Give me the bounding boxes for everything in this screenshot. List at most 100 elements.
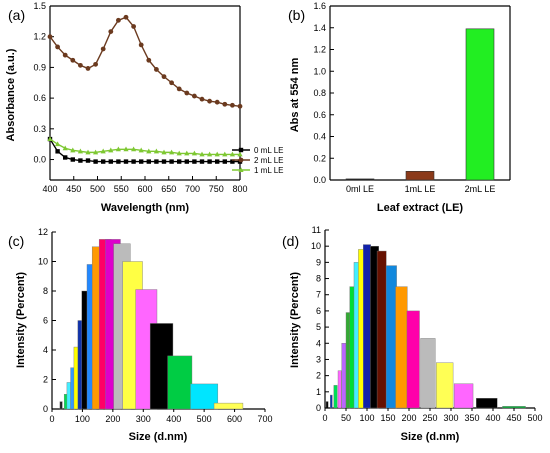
panel-a-point <box>169 159 174 164</box>
panel-a-xtick-label: 750 <box>209 184 224 194</box>
panel-a-xtick-label: 550 <box>114 184 129 194</box>
panel-a-label: (a) <box>8 7 25 23</box>
panel-a-point <box>184 150 190 156</box>
panel-a-point <box>116 159 121 164</box>
panel-a-ytick-label: 1.2 <box>33 32 46 42</box>
panel-a-point <box>229 151 235 157</box>
panel-b-label: (b) <box>288 7 305 23</box>
panel-a-point <box>146 159 151 164</box>
panel-a-xtick-label: 600 <box>137 184 152 194</box>
panel-a-point <box>63 155 68 160</box>
panel-d-bar <box>420 338 436 409</box>
panel-d-xtick-label: 350 <box>464 413 479 423</box>
panel-a-ytick-label: 0.9 <box>33 62 46 72</box>
panel-d-xtick-label: 400 <box>485 413 500 423</box>
panel-a-point <box>214 99 220 105</box>
panel-a-point <box>70 147 76 153</box>
panel-a-point <box>207 159 212 164</box>
panel-d-ytick-label: 0 <box>316 403 321 413</box>
panel-c-xtick-label: 500 <box>197 414 212 424</box>
panel-c-ytick-label: 0 <box>43 404 48 414</box>
panel-a-xtick-label: 450 <box>66 184 81 194</box>
panel-a-xtick-label: 400 <box>42 184 57 194</box>
panel-c-bar <box>59 401 63 410</box>
panel-a-xlabel: Wavelength (nm) <box>101 202 190 214</box>
panel-b-ytick-label: 1.6 <box>313 1 326 11</box>
panel-a-point <box>176 86 182 92</box>
panel-d-bar <box>330 394 333 409</box>
panel-b-ytick-label: 0.4 <box>313 132 326 142</box>
panel-c-xtick-label: 600 <box>227 414 242 424</box>
panel-d-ytick-label: 2 <box>316 371 321 381</box>
panel-a-point <box>237 103 243 109</box>
panel-a-point <box>230 159 235 164</box>
panel-d-ytick-label: 5 <box>316 322 321 332</box>
panel-c-bar <box>66 382 71 410</box>
panel-a-point <box>192 93 197 99</box>
panel-d-ytick-label: 8 <box>316 274 321 284</box>
panel-c-ytick-label: 8 <box>43 286 48 296</box>
panel-a-ytick-label: 1.5 <box>33 1 46 11</box>
panel-b-ytick-label: 0.2 <box>313 153 326 163</box>
panel-d-bar <box>325 401 329 409</box>
panel-a-point <box>108 159 113 164</box>
panel-a-point <box>55 149 60 154</box>
panel-a-point <box>101 159 106 164</box>
panel-b-ylabel: Abs at 554 nm <box>289 57 301 132</box>
panel-a-point <box>100 46 106 52</box>
panel-d-ylabel: Intensity (Percent) <box>289 272 301 368</box>
panel-a-point <box>85 149 91 155</box>
panel-d-label: (d) <box>282 233 299 249</box>
panel-a-point <box>131 24 137 29</box>
panel-c-xtick-label: 700 <box>257 414 272 424</box>
panel-c-xtick-label: 100 <box>75 414 90 424</box>
panel-a-point <box>55 44 60 50</box>
panel-c-xtick-label: 0 <box>49 414 54 424</box>
panel-a-point <box>138 42 144 48</box>
panel-a-point <box>131 146 137 152</box>
panel-a-ytick-label: 0.0 <box>33 155 46 165</box>
panel-c-xtick-label: 300 <box>136 414 151 424</box>
panel-d-bar <box>345 312 351 409</box>
panel-b-bar <box>465 28 495 181</box>
panel-a-ytick-label: 0.6 <box>33 93 46 103</box>
panel-d-ytick-label: 7 <box>316 290 321 300</box>
panel-a-point <box>153 148 159 154</box>
panel-c-ylabel: Intensity (Percent) <box>15 272 27 368</box>
panel-a-point <box>199 159 205 164</box>
panel-a-ytick-label: 0.3 <box>33 124 46 134</box>
panel-b-ytick-label: 1.0 <box>313 66 326 76</box>
panel-d-xtick-label: 50 <box>341 413 351 423</box>
panel-a-point <box>161 74 167 80</box>
panel-d-xtick-label: 100 <box>359 413 374 423</box>
panel-a-point <box>222 151 228 157</box>
panel-a-point <box>161 159 167 164</box>
panel-a-point <box>131 159 136 164</box>
panel-d-bar <box>333 385 338 409</box>
panel-a-point <box>123 159 129 164</box>
panel-d-bar <box>385 265 397 409</box>
panel-c-bar <box>167 355 193 410</box>
panel-a-point <box>169 149 175 155</box>
panel-a-point <box>85 158 91 163</box>
panel-a-point <box>222 101 228 107</box>
panel-a-point <box>199 151 205 157</box>
panel-d-ytick-label: 11 <box>312 225 321 235</box>
panel-a-point <box>123 14 129 20</box>
panel-d-bar <box>436 362 454 409</box>
panel-a-point <box>139 159 144 164</box>
panel-b-xlabel: Leaf extract (LE) <box>377 202 464 214</box>
panel-d-bar <box>502 406 526 409</box>
panel-a-point <box>191 150 197 156</box>
panel-b-bar <box>345 178 375 181</box>
panel-a-point <box>207 98 213 104</box>
panel-a-legend-label: 1 mL LE <box>254 166 284 175</box>
panel-a-point <box>93 159 98 164</box>
panel-d-bar <box>337 370 342 409</box>
panel-a-point <box>207 151 213 157</box>
panel-c-xlabel: Size (d.nm) <box>129 431 188 443</box>
panel-a-point <box>100 148 106 154</box>
panel-d-xtick-label: 0 <box>322 413 327 423</box>
panel-a-point <box>138 147 144 153</box>
